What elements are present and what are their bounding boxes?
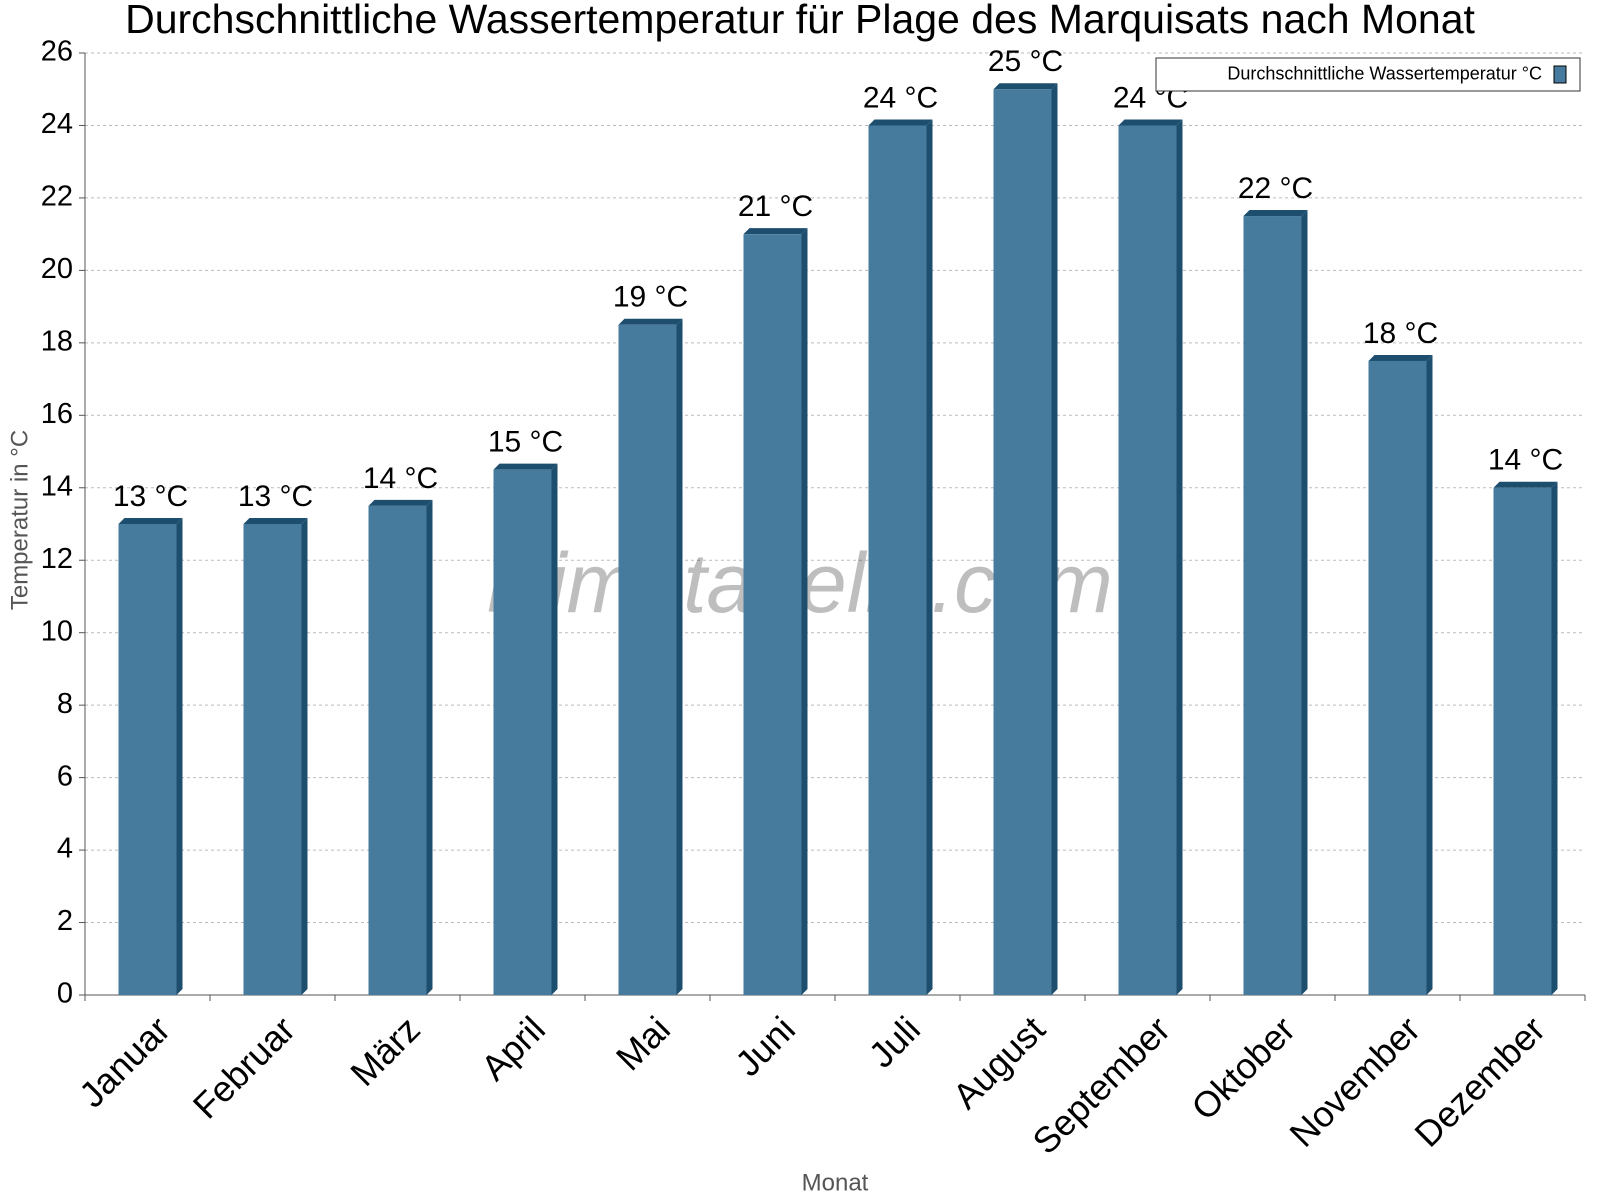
bar-group — [493, 463, 558, 996]
y-tick-label: 6 — [57, 760, 73, 792]
bar-group — [243, 518, 308, 995]
bar-side — [1301, 210, 1308, 996]
y-axis-label: Temperatur in °C — [6, 430, 33, 610]
bar-side — [1551, 481, 1558, 995]
bar-side — [301, 518, 308, 995]
y-tick-label: 8 — [57, 688, 73, 720]
value-label: 13 °C — [238, 480, 313, 513]
value-label: 14 °C — [363, 462, 438, 495]
bar-group — [743, 228, 808, 996]
bar — [743, 234, 802, 996]
bar-top — [493, 463, 558, 470]
bar-top — [1243, 210, 1308, 217]
value-label: 15 °C — [488, 426, 563, 459]
bar-group — [993, 83, 1058, 995]
bar — [618, 324, 677, 995]
value-label: 18 °C — [1363, 317, 1438, 350]
bar-top — [1368, 354, 1433, 361]
bar-top — [368, 499, 433, 506]
y-tick-label: 18 — [41, 326, 73, 358]
bar-top — [743, 228, 808, 235]
value-label: 14 °C — [1488, 444, 1563, 477]
bar — [993, 89, 1052, 995]
bar-group — [1243, 210, 1308, 996]
y-tick-label: 22 — [41, 181, 73, 213]
y-tick-label: 2 — [57, 905, 73, 937]
bar-group — [868, 119, 933, 995]
bar-side — [551, 463, 558, 996]
y-tick-label: 20 — [41, 253, 73, 285]
legend-label: Durchschnittliche Wassertemperatur °C — [1227, 63, 1542, 83]
value-label: 19 °C — [613, 281, 688, 314]
bar-group — [618, 318, 683, 995]
bar — [243, 524, 302, 995]
value-label: 25 °C — [988, 45, 1063, 78]
bar-top — [1118, 119, 1183, 126]
bar-side — [426, 499, 433, 995]
value-label: 22 °C — [1238, 172, 1313, 205]
bar-top — [868, 119, 933, 126]
bar — [1243, 216, 1302, 996]
bar-side — [176, 518, 183, 995]
value-label: 13 °C — [113, 480, 188, 513]
bar — [868, 125, 927, 995]
y-tick-label: 12 — [41, 543, 73, 575]
bar-group — [368, 499, 433, 995]
bar-group — [1368, 354, 1433, 995]
bar-side — [676, 318, 683, 995]
bar-top — [993, 83, 1058, 90]
bar-side — [1426, 354, 1433, 995]
bar — [1493, 487, 1552, 995]
bar — [493, 469, 552, 996]
bar — [1118, 125, 1177, 995]
y-tick-label: 14 — [41, 470, 73, 502]
bar — [368, 505, 427, 995]
bar — [1368, 360, 1427, 995]
bar-group — [1118, 119, 1183, 995]
y-tick-label: 4 — [57, 833, 73, 865]
value-label: 21 °C — [738, 190, 813, 223]
bar-group — [1493, 481, 1558, 995]
bar-top — [118, 518, 183, 524]
x-axis-label: Monat — [802, 1169, 869, 1196]
y-tick-label: 24 — [41, 108, 73, 140]
legend-swatch — [1553, 65, 1567, 84]
bar-top — [618, 318, 683, 325]
bar-side — [926, 119, 933, 995]
bar — [118, 524, 177, 995]
legend-box — [1155, 57, 1581, 92]
y-tick-label: 10 — [41, 615, 73, 647]
bar-side — [801, 228, 808, 996]
y-tick-label: 26 — [41, 36, 73, 68]
bar-top — [1493, 481, 1558, 488]
y-tick-label: 16 — [41, 398, 73, 430]
chart-title: Durchschnittliche Wassertemperatur für P… — [125, 0, 1475, 42]
bar-side — [1176, 119, 1183, 995]
bar-group — [118, 518, 183, 995]
y-tick-label: 0 — [57, 978, 73, 1010]
bar-top — [243, 518, 308, 524]
bar-side — [1051, 83, 1058, 995]
value-label: 24 °C — [863, 81, 938, 114]
